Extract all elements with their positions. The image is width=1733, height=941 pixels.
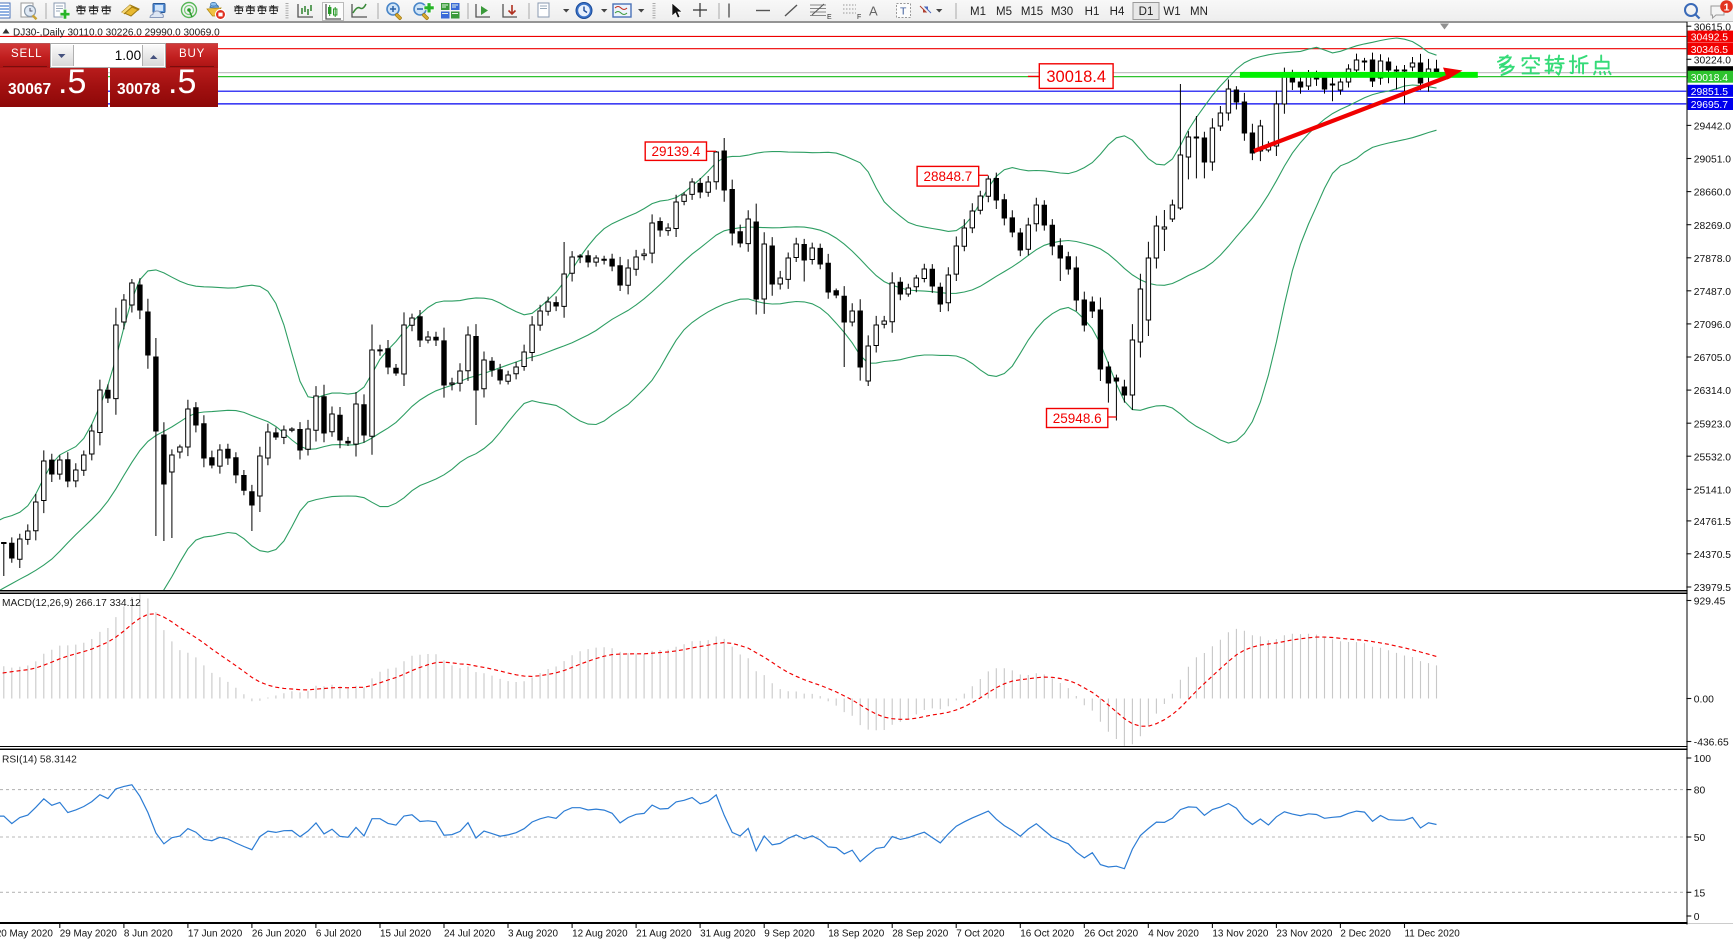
svg-text:26314.0: 26314.0: [1694, 386, 1731, 397]
svg-text:2 Dec 2020: 2 Dec 2020: [1340, 929, 1391, 940]
svg-text:29139.4: 29139.4: [651, 144, 700, 159]
svg-text:26 Oct 2020: 26 Oct 2020: [1084, 929, 1138, 940]
svg-text:MN: MN: [1190, 6, 1208, 18]
svg-text:H4: H4: [1110, 6, 1125, 18]
svg-text:3 Aug 2020: 3 Aug 2020: [508, 929, 558, 940]
svg-text:25532.0: 25532.0: [1694, 452, 1731, 463]
svg-text:17 Jun 2020: 17 Jun 2020: [188, 929, 243, 940]
svg-text:29851.5: 29851.5: [1691, 87, 1728, 98]
svg-text:A: A: [869, 4, 878, 19]
svg-text:9 Sep 2020: 9 Sep 2020: [764, 929, 815, 940]
svg-text:M5: M5: [996, 6, 1012, 18]
svg-text:M1: M1: [970, 6, 986, 18]
svg-text:RSI(14) 58.3142: RSI(14) 58.3142: [2, 755, 77, 766]
svg-text:100: 100: [1694, 754, 1711, 765]
svg-text:27878.0: 27878.0: [1694, 254, 1731, 265]
svg-text:-436.65: -436.65: [1694, 738, 1729, 749]
svg-text:0: 0: [1694, 912, 1700, 923]
svg-text:30224.0: 30224.0: [1694, 55, 1731, 66]
svg-text:29695.7: 29695.7: [1691, 100, 1728, 111]
svg-text:DJ30-,Daily 30110.0 30226.0 2: DJ30-,Daily 30110.0 30226.0 29990.0 3006…: [13, 28, 220, 39]
svg-text:13 Nov 2020: 13 Nov 2020: [1212, 929, 1269, 940]
svg-text:16 Oct 2020: 16 Oct 2020: [1020, 929, 1074, 940]
svg-text:24761.5: 24761.5: [1694, 517, 1731, 528]
svg-text:24370.5: 24370.5: [1694, 550, 1731, 561]
svg-text:D1: D1: [1139, 6, 1154, 18]
svg-text:15: 15: [1694, 888, 1706, 899]
svg-text:929.45: 929.45: [1694, 597, 1726, 608]
svg-text:24 Jul 2020: 24 Jul 2020: [444, 929, 496, 940]
svg-text:28269.0: 28269.0: [1694, 221, 1731, 232]
svg-text:0.00: 0.00: [1694, 695, 1714, 706]
svg-text:W1: W1: [1163, 6, 1180, 18]
svg-text:21 Aug 2020: 21 Aug 2020: [636, 929, 692, 940]
svg-text:7 Oct 2020: 7 Oct 2020: [956, 929, 1005, 940]
svg-text:29 May 2020: 29 May 2020: [60, 929, 118, 940]
svg-text:MACD(12,26,9) 266.17 334.12: MACD(12,26,9) 266.17 334.12: [2, 598, 141, 609]
svg-text:E: E: [827, 14, 832, 21]
svg-text:H1: H1: [1085, 6, 1100, 18]
svg-text:23 Nov 2020: 23 Nov 2020: [1276, 929, 1333, 940]
svg-text:F: F: [857, 14, 861, 21]
svg-text:80: 80: [1694, 786, 1706, 797]
svg-text:29442.0: 29442.0: [1694, 122, 1731, 133]
svg-text:1: 1: [1724, 1, 1730, 13]
svg-text:30492.5: 30492.5: [1691, 33, 1728, 44]
svg-text:28848.7: 28848.7: [923, 169, 972, 184]
svg-text:12 Aug 2020: 12 Aug 2020: [572, 929, 628, 940]
svg-text:28660.0: 28660.0: [1694, 188, 1731, 199]
svg-text:8 Jun 2020: 8 Jun 2020: [124, 929, 173, 940]
svg-text:27487.0: 27487.0: [1694, 287, 1731, 298]
svg-text:30018.4: 30018.4: [1691, 73, 1728, 84]
svg-text:28 Sep 2020: 28 Sep 2020: [892, 929, 949, 940]
svg-text:25141.0: 25141.0: [1694, 485, 1731, 496]
svg-text:M30: M30: [1051, 6, 1073, 18]
svg-text:T: T: [900, 6, 907, 18]
svg-text:30615.0: 30615.0: [1694, 22, 1731, 33]
svg-text:26 Jun 2020: 26 Jun 2020: [252, 929, 307, 940]
svg-text:30346.5: 30346.5: [1691, 45, 1728, 56]
svg-text:27096.0: 27096.0: [1694, 320, 1731, 331]
svg-text:15 Jul 2020: 15 Jul 2020: [380, 929, 432, 940]
svg-text:11 Dec 2020: 11 Dec 2020: [1405, 929, 1461, 940]
svg-text:30018.4: 30018.4: [1046, 68, 1106, 86]
svg-text:4 Nov 2020: 4 Nov 2020: [1148, 929, 1199, 940]
svg-text:20 May 2020: 20 May 2020: [0, 929, 53, 940]
svg-text:6 Jul 2020: 6 Jul 2020: [316, 929, 362, 940]
svg-text:25923.0: 25923.0: [1694, 419, 1731, 430]
svg-text:31 Aug 2020: 31 Aug 2020: [700, 929, 756, 940]
svg-text:26705.0: 26705.0: [1694, 353, 1731, 364]
svg-text:18 Sep 2020: 18 Sep 2020: [828, 929, 885, 940]
svg-text:29051.0: 29051.0: [1694, 155, 1731, 166]
svg-text:23979.5: 23979.5: [1694, 583, 1731, 594]
svg-text:25948.6: 25948.6: [1053, 411, 1102, 426]
svg-text:M15: M15: [1021, 6, 1043, 18]
svg-text:50: 50: [1694, 833, 1706, 844]
